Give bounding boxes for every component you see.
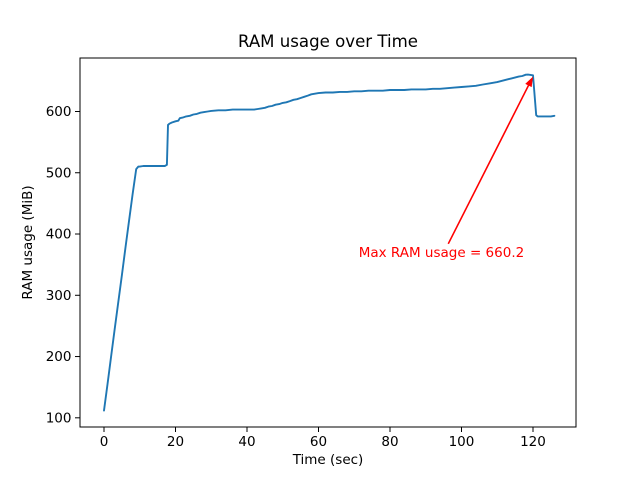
x-axis: 0 20 40 60 80 100 120 [100, 427, 546, 450]
x-tick-label: 0 [100, 434, 109, 450]
plot-area [79, 57, 577, 428]
x-tick-label: 20 [167, 434, 184, 450]
y-tick-label: 400 [46, 227, 72, 243]
x-tick-label: 120 [520, 434, 546, 450]
y-tick-label: 500 [46, 165, 72, 181]
x-tick-label: 40 [238, 434, 255, 450]
annotation-text: Max RAM usage = 660.2 [359, 245, 525, 261]
annotation-arrow-shaft [447, 83, 531, 245]
ram-usage-line [103, 73, 556, 412]
x-tick-label: 60 [310, 434, 327, 450]
y-tick-label: 300 [46, 288, 72, 304]
annotation-arrow [447, 76, 533, 245]
y-axis-label: RAM usage (MiB) [20, 185, 36, 299]
x-tick-label: 100 [449, 434, 475, 450]
y-tick-label: 600 [46, 104, 72, 120]
y-tick-label: 200 [46, 349, 72, 365]
y-tick-label: 100 [46, 411, 72, 427]
x-axis-label: Time (sec) [292, 452, 364, 468]
x-tick-label: 80 [381, 434, 398, 450]
chart-title: RAM usage over Time [238, 32, 418, 51]
y-axis: 100 200 300 400 500 600 [46, 104, 80, 427]
annotation-arrow-head [525, 76, 533, 88]
